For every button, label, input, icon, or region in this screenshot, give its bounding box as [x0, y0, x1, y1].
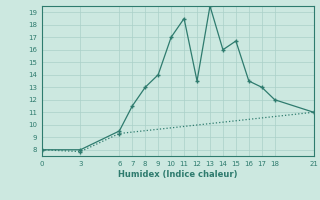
X-axis label: Humidex (Indice chaleur): Humidex (Indice chaleur) — [118, 170, 237, 179]
